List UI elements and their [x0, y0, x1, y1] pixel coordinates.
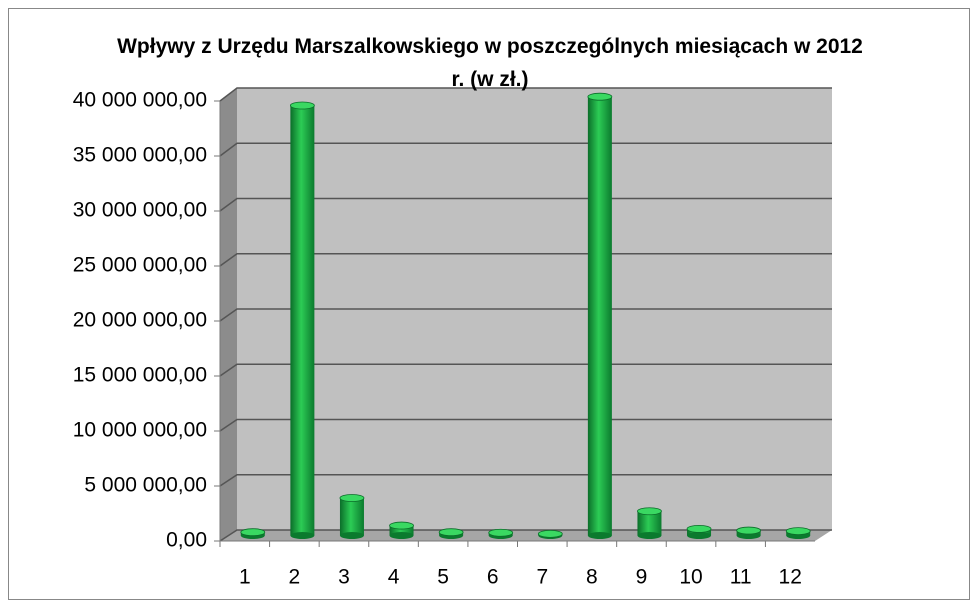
bar: [290, 105, 315, 536]
x-tick-label: 12: [779, 566, 802, 589]
y-tick-label: 0,00: [166, 529, 207, 552]
bar: [587, 96, 612, 536]
bar-top: [240, 528, 266, 537]
x-tick-label: 10: [679, 566, 702, 589]
bar-base: [637, 532, 662, 539]
bar-top: [686, 524, 712, 533]
grid-line: [219, 197, 832, 212]
bar-base: [339, 532, 364, 539]
x-tick-label: 8: [586, 566, 598, 589]
y-tick-label: 10 000 000,00: [73, 419, 207, 442]
bar-top: [389, 521, 414, 530]
x-tick-label: 4: [388, 566, 400, 589]
grid-line: [219, 308, 832, 322]
y-tick-label: 30 000 000,00: [73, 199, 207, 222]
bar-base: [290, 532, 315, 539]
bar: [389, 525, 414, 536]
grid-line: [219, 87, 832, 102]
x-tick-label: 5: [437, 566, 449, 589]
bar-top: [339, 494, 365, 502]
bar-top: [289, 101, 315, 110]
bar-top: [537, 529, 563, 538]
bar-base: [687, 532, 712, 539]
x-tick-label: 6: [487, 566, 499, 589]
x-tick-label: 2: [289, 566, 301, 589]
grid-line: [219, 529, 832, 542]
grid-line: [219, 418, 832, 432]
y-tick-label: 35 000 000,00: [73, 144, 207, 167]
y-tick-label: 5 000 000,00: [84, 474, 207, 497]
x-tick-label: 11: [730, 566, 752, 589]
bar-top: [587, 92, 613, 101]
floor: [220, 530, 832, 541]
x-tick-label: 1: [239, 566, 251, 589]
x-tick-label: 7: [536, 566, 548, 589]
grid-line: [219, 142, 832, 157]
bar-top: [736, 526, 762, 535]
bar-top: [785, 527, 811, 535]
y-tick-label: 15 000 000,00: [73, 364, 207, 387]
bar: [339, 498, 364, 536]
bar-base: [587, 532, 612, 539]
bar-top: [488, 528, 514, 537]
x-tick-label: 9: [636, 566, 648, 589]
grid-line: [219, 474, 832, 487]
chart-frame: [8, 8, 970, 600]
grid-line: [219, 253, 832, 267]
y-tick-label: 40 000 000,00: [73, 89, 207, 112]
x-tick-label: 3: [338, 566, 350, 589]
bar-top: [637, 507, 662, 516]
bar-base: [389, 532, 414, 539]
grid-line: [219, 363, 832, 377]
bar-top: [438, 528, 464, 537]
bar: [637, 511, 662, 536]
y-tick-label: 25 000 000,00: [73, 254, 207, 277]
chart-title: Wpływy z Urzędu Marszalkowskiego w poszc…: [117, 35, 863, 91]
y-tick-label: 20 000 000,00: [73, 309, 207, 332]
